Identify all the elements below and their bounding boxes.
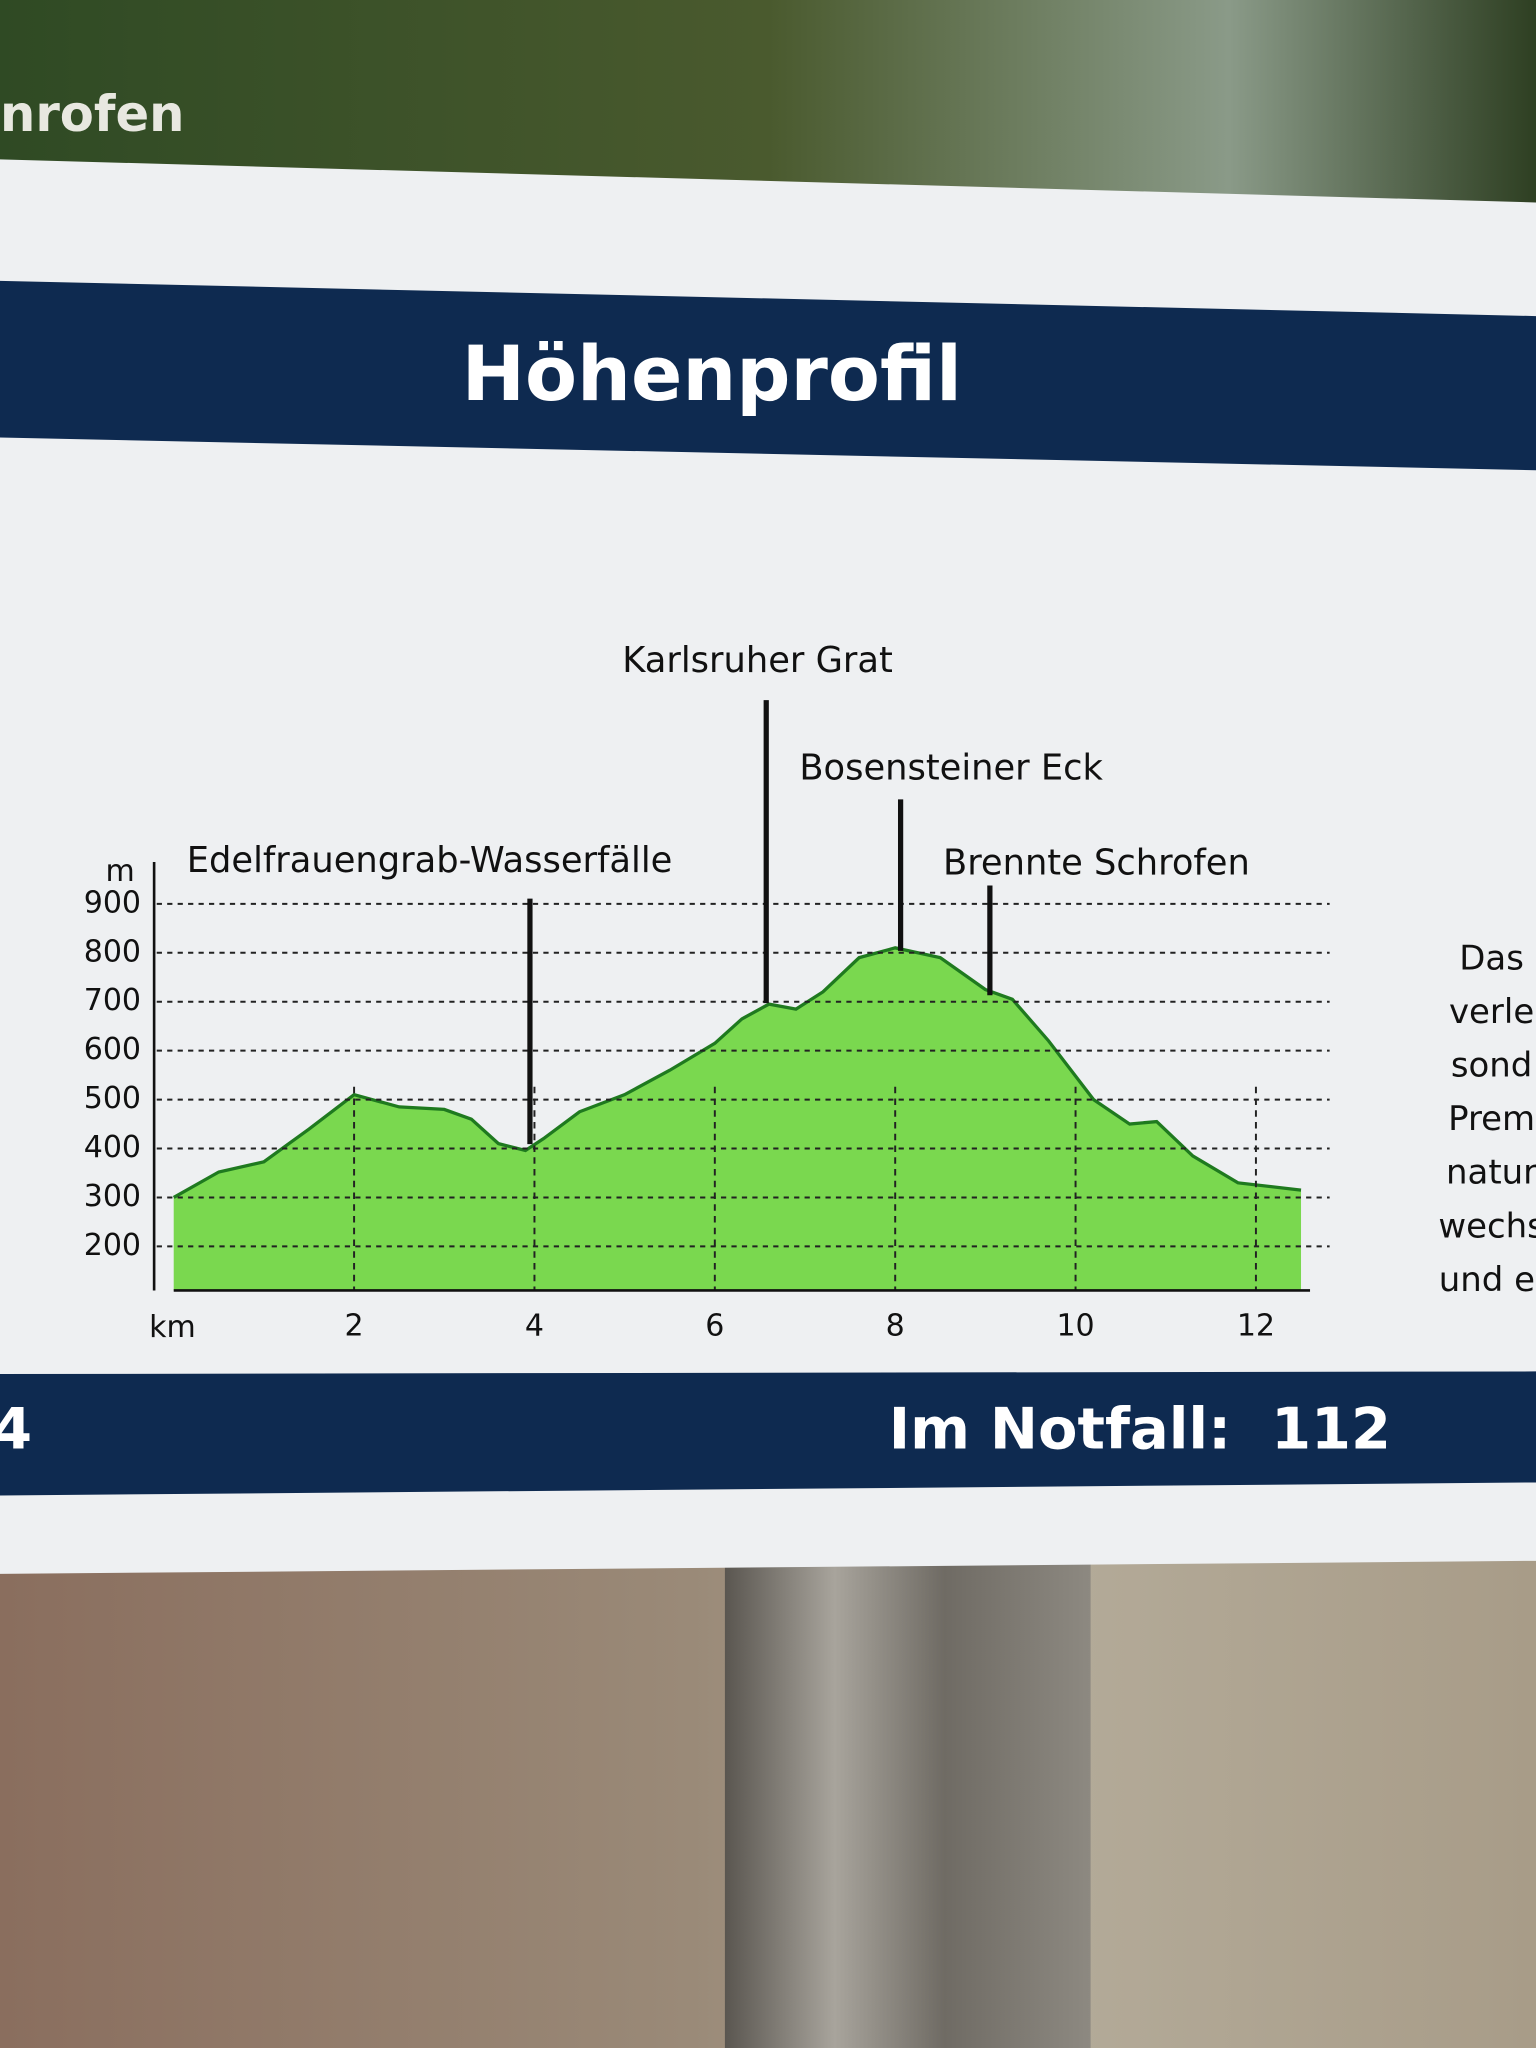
y-tick-label: 700 — [84, 983, 141, 1018]
x-tick-label: 10 — [1056, 1309, 1094, 1344]
x-tick-label: 6 — [705, 1309, 724, 1344]
x-tick-label: 4 — [525, 1309, 544, 1344]
footer-band — [0, 1371, 1536, 1496]
title-band — [0, 280, 1536, 471]
emergency-number: Im Notfall: 112 — [889, 1395, 1391, 1462]
y-tick-label: 500 — [84, 1081, 141, 1116]
sign-post — [724, 1541, 1091, 2048]
x-tick-label: 2 — [345, 1309, 364, 1344]
x-tick-label: 12 — [1237, 1309, 1275, 1344]
photo-caption: nrofen — [0, 85, 184, 143]
y-axis-label: m — [106, 854, 135, 889]
side-text: sond — [1451, 1046, 1533, 1086]
side-text: Das — [1459, 939, 1524, 979]
footer-left: 4 — [0, 1395, 32, 1462]
x-axis-label: km — [149, 1310, 196, 1345]
side-text: natur — [1446, 1153, 1536, 1193]
y-tick-label: 800 — [84, 934, 141, 969]
annotation-label: Bosensteiner Eck — [799, 747, 1103, 788]
y-tick-label: 600 — [84, 1032, 141, 1067]
side-text: Prem — [1448, 1099, 1535, 1139]
elevation-line — [172, 946, 1302, 1199]
y-tick-label: 900 — [84, 885, 141, 920]
annotation-label: Karlsruher Grat — [622, 640, 893, 681]
chart-title: Höhenprofil — [462, 330, 962, 418]
side-text: verle — [1449, 992, 1534, 1032]
side-text: und ei — [1439, 1260, 1536, 1300]
y-tick-label: 200 — [84, 1228, 141, 1263]
x-tick-label: 8 — [886, 1309, 905, 1344]
annotation-label: Edelfrauengrab-Wasserfälle — [187, 840, 673, 881]
side-text: wechs — [1438, 1206, 1536, 1246]
elevation-area — [173, 947, 1302, 1291]
y-tick-label: 300 — [84, 1179, 141, 1214]
y-tick-label: 400 — [84, 1130, 141, 1165]
annotation-label: Brennte Schrofen — [943, 843, 1250, 884]
